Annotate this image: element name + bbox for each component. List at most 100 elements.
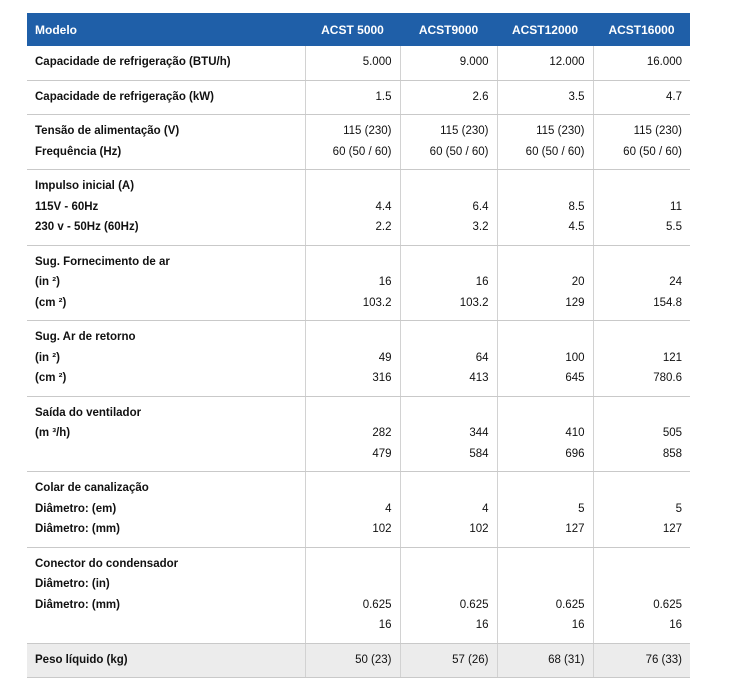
- value-line: [409, 574, 489, 595]
- value-line: 64: [475, 351, 489, 364]
- value-line: 16: [669, 619, 682, 631]
- value-cell: 0.625 16: [399, 547, 497, 644]
- value-cell: 57 (26): [399, 643, 497, 678]
- table-row: Sug. Ar de retorno (in ²) (cm ²) 49 316 64 413…: [27, 320, 690, 397]
- row-label-line: Colar de canalização: [35, 482, 149, 494]
- table-body: Capacidade de refrigeração (BTU/h) 5.000 9…: [27, 46, 690, 678]
- value-line: 16: [378, 276, 392, 288]
- value-cell: 9.000: [399, 46, 497, 81]
- row-label-line: Saída do ventilador: [35, 406, 142, 419]
- value-cell: 20 129: [496, 245, 593, 321]
- header-model: ACST16000: [593, 13, 690, 46]
- value-line: [314, 176, 392, 197]
- value-line: 5: [675, 502, 682, 515]
- value-line: 2.6: [472, 90, 489, 103]
- value-line: 4: [385, 502, 392, 515]
- value-line: [409, 176, 489, 197]
- table-row: Saída do ventilador (m ³/h) 282 479 344 584 41…: [27, 396, 690, 472]
- value-line: 60 (50 / 60): [623, 145, 682, 158]
- value-cell: 1.5: [304, 80, 400, 115]
- value-line: [506, 403, 585, 424]
- value-line: 24: [669, 276, 682, 288]
- value-line: 60 (50 / 60): [429, 145, 489, 158]
- row-label-line: Sug. Fornecimento de ar: [35, 255, 170, 268]
- value-line: 4.5: [568, 221, 585, 233]
- value-line: 3.5: [568, 90, 585, 103]
- value-line: [409, 554, 489, 575]
- row-label-line: (cm ²): [35, 296, 67, 309]
- row-label-line: (m ³/h): [35, 427, 71, 439]
- value-line: 49: [378, 351, 392, 364]
- value-cell: 410 696: [496, 396, 593, 472]
- row-label-line: 230 v - 50Hz (60Hz): [35, 221, 139, 233]
- value-cell: 4 102: [399, 471, 497, 548]
- value-line: 115 (230): [536, 125, 585, 137]
- value-cell: 24 154.8: [592, 245, 690, 321]
- value-line: [506, 176, 585, 197]
- value-line: 696: [565, 447, 585, 460]
- value-line: 479: [372, 447, 392, 460]
- value-line: [409, 252, 489, 273]
- value-line: 858: [662, 447, 682, 460]
- value-line: 5.000: [362, 56, 392, 68]
- table-row: Conector do condensador Diâmetro: (in) Diâ…: [27, 547, 690, 644]
- value-line: 0.625: [362, 598, 392, 611]
- value-line: 50 (23): [355, 653, 392, 666]
- header-label-modelo: Modelo: [27, 13, 305, 46]
- value-cell: 49 316: [304, 320, 400, 397]
- value-cell: 121 780.6: [592, 320, 690, 397]
- value-line: 584: [469, 447, 489, 460]
- value-line: 127: [565, 523, 585, 535]
- row-label: Sug. Fornecimento de ar (in ²) (cm ²): [27, 245, 305, 321]
- value-cell: 68 (31): [496, 643, 593, 678]
- value-line: 780.6: [653, 372, 682, 384]
- row-label: Capacidade de refrigeração (kW): [27, 80, 305, 115]
- row-label-line: (in ²): [35, 351, 60, 364]
- value-line: 316: [372, 372, 392, 384]
- row-label-line: 115V - 60Hz: [35, 200, 99, 213]
- value-line: 410: [565, 427, 585, 439]
- value-cell: 11 5.5: [592, 169, 690, 246]
- value-line: 16: [475, 276, 489, 288]
- row-label-line: (cm ²): [35, 372, 67, 384]
- table-row: Colar de canalização Diâmetro: (em) Diâmet…: [27, 471, 690, 548]
- table-row: Peso líquido (kg) 50 (23) 57 (26) 68 (31) 76…: [27, 643, 690, 678]
- row-label-line: Capacidade de refrigeração (BTU/h): [35, 56, 231, 68]
- value-line: [602, 554, 683, 575]
- value-line: 645: [565, 372, 585, 384]
- value-line: 5: [578, 502, 585, 515]
- value-cell: 0.625 16: [592, 547, 690, 644]
- value-cell: 344 584: [399, 396, 497, 472]
- value-line: [506, 252, 585, 273]
- row-label-line: Sug. Ar de retorno: [35, 331, 136, 343]
- value-line: 4.4: [375, 200, 392, 213]
- value-cell: 115 (230) 60 (50 / 60): [496, 114, 593, 170]
- value-cell: 100 645: [496, 320, 593, 397]
- value-line: 1.5: [375, 90, 392, 103]
- value-cell: 4.4 2.2: [304, 169, 400, 246]
- value-line: [314, 554, 392, 575]
- value-cell: 0.625 16: [496, 547, 593, 644]
- value-line: 6.4: [472, 200, 489, 213]
- row-label-line: [35, 444, 297, 465]
- table-header-row: Modelo ACST 5000 ACST9000 ACST12000 ACST…: [27, 13, 690, 46]
- value-line: 16: [571, 619, 585, 631]
- value-line: 100: [565, 351, 585, 364]
- row-label-line: Diâmetro: (em): [35, 502, 117, 515]
- row-label-line: Frequência (Hz): [35, 145, 122, 158]
- value-line: [602, 252, 683, 273]
- table-row: Sug. Fornecimento de ar (in ²) (cm ²) 16 103…: [27, 245, 690, 321]
- header-model: ACST12000: [497, 13, 593, 46]
- value-line: 4.7: [666, 90, 682, 103]
- value-line: 102: [372, 523, 392, 535]
- value-line: [506, 327, 585, 348]
- value-cell: 16 103.2: [304, 245, 400, 321]
- value-cell: 115 (230) 60 (50 / 60): [592, 114, 690, 170]
- value-line: 121: [662, 351, 682, 364]
- table-row: Capacidade de refrigeração (kW) 1.5 2.6 3.5…: [27, 80, 690, 115]
- value-cell: 8.5 4.5: [496, 169, 593, 246]
- value-line: [602, 176, 683, 197]
- value-line: [409, 327, 489, 348]
- value-line: 60 (50 / 60): [332, 145, 392, 158]
- row-label: Peso líquido (kg): [27, 643, 305, 678]
